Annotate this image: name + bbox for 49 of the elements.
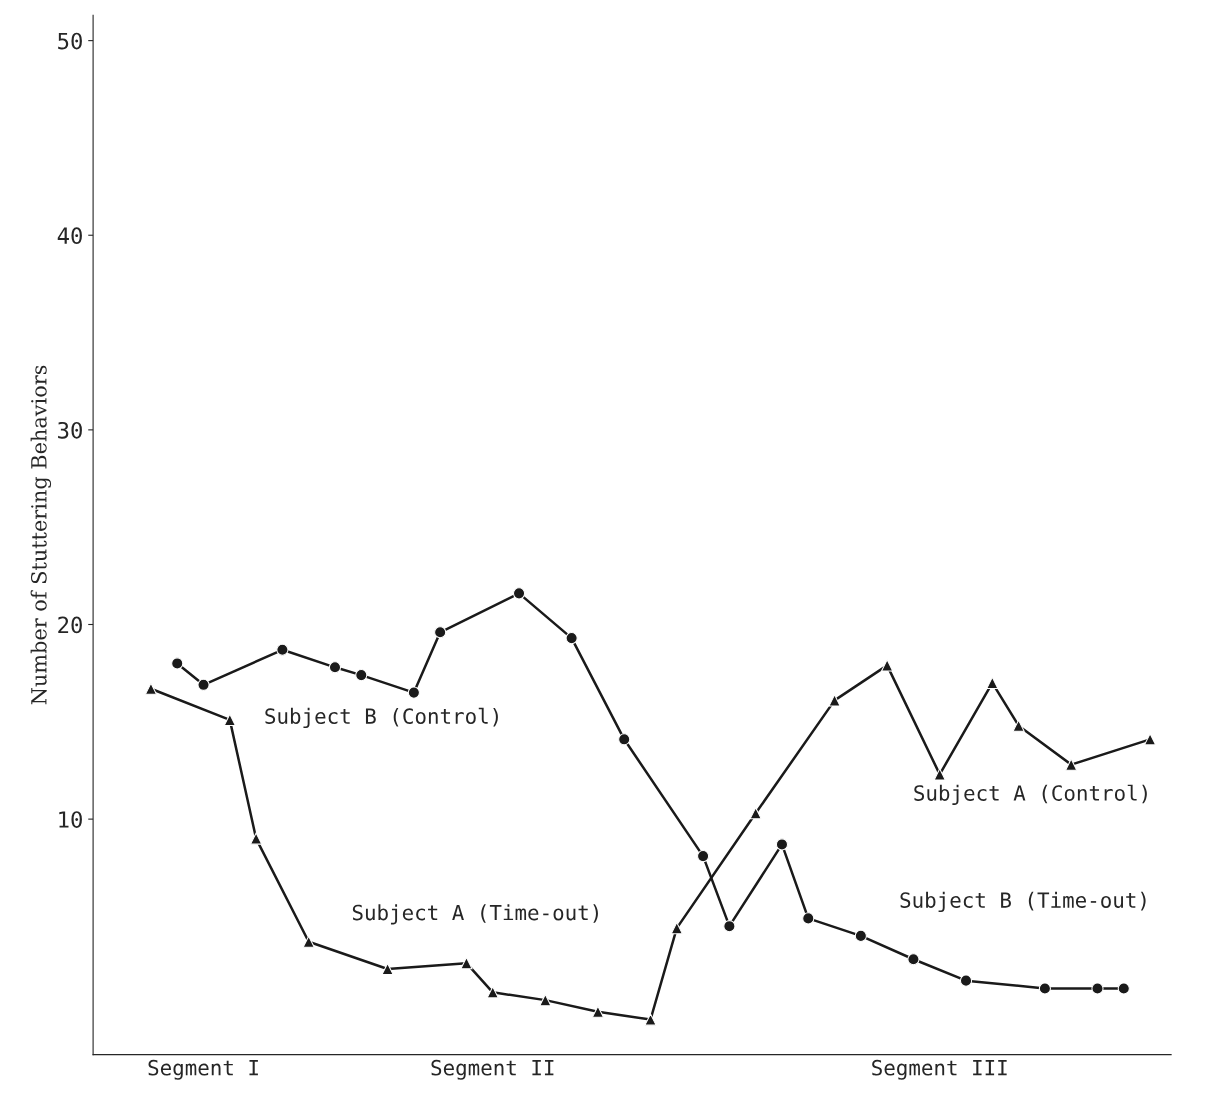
point — [381, 962, 394, 976]
y-tick-label: 30 — [58, 421, 82, 439]
point — [512, 587, 526, 600]
point — [933, 768, 946, 781]
point — [486, 986, 499, 999]
point — [775, 838, 789, 851]
point — [591, 1005, 604, 1018]
annotation: Subject B (Time-out) — [900, 891, 1146, 912]
point — [539, 994, 552, 1007]
point — [1091, 982, 1104, 995]
point — [407, 686, 420, 699]
point — [171, 657, 184, 670]
y-tick-label: 40 — [57, 227, 82, 245]
y-axis-title: Number of Stuttering Behaviors — [30, 365, 52, 705]
point — [276, 643, 289, 656]
y-tick-label: 10 — [59, 811, 82, 828]
point — [328, 661, 342, 674]
point — [723, 920, 736, 933]
point — [802, 912, 815, 925]
point — [460, 957, 473, 970]
annotation: Subject B (Control) — [265, 707, 498, 729]
y-tick-label: 20 — [58, 616, 82, 634]
point — [618, 733, 631, 746]
point — [302, 935, 315, 948]
point — [959, 974, 973, 987]
point — [670, 922, 683, 935]
point — [355, 669, 368, 682]
point — [144, 682, 158, 695]
point — [907, 953, 920, 966]
point — [697, 850, 710, 863]
x-tick-label: Segment III — [872, 1059, 1007, 1080]
point — [565, 632, 578, 645]
point — [1065, 758, 1078, 771]
point — [1143, 733, 1157, 746]
point — [197, 678, 210, 691]
point — [250, 832, 263, 845]
y-tick-label: 50 — [58, 32, 82, 50]
point — [749, 807, 762, 820]
point — [986, 676, 999, 689]
point — [1117, 982, 1130, 995]
point — [1038, 982, 1051, 995]
x-tick-label: Segment I — [148, 1059, 258, 1080]
point — [854, 929, 867, 942]
annotation: Subject A (Control) — [914, 784, 1147, 805]
point — [223, 713, 236, 726]
annotation: Subject A (Time-out) — [352, 904, 598, 925]
point — [434, 626, 447, 639]
x-tick-label: Segment II — [431, 1059, 554, 1080]
point — [644, 1013, 657, 1026]
